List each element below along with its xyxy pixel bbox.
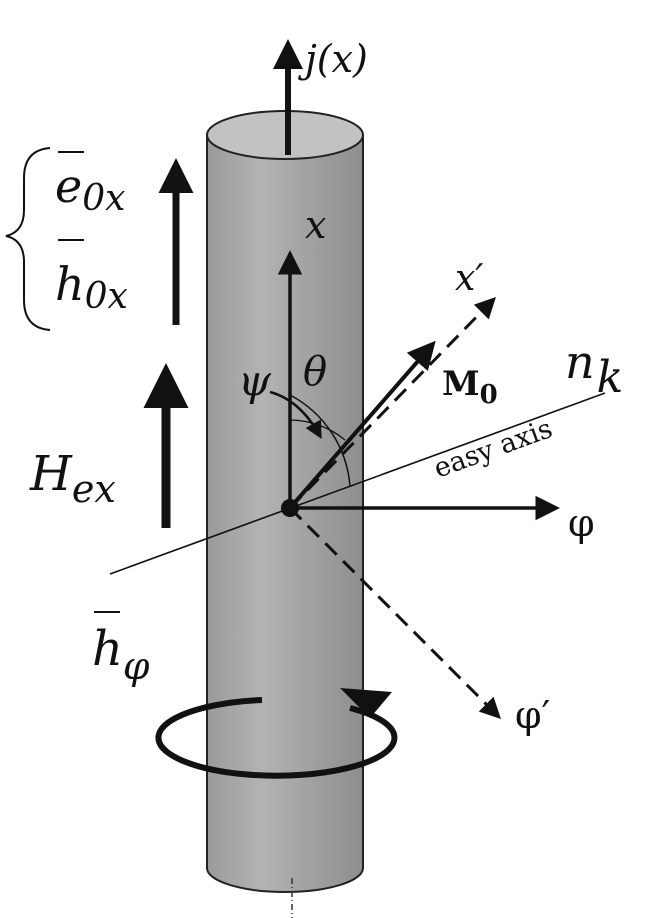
nk-label: nk — [565, 335, 623, 403]
e0x-label: e0x — [55, 159, 125, 219]
psi-pointer — [269, 390, 322, 440]
psi-label: ψ — [238, 356, 272, 405]
easy-axis-label: easy axis — [430, 413, 557, 484]
field-brace — [5, 147, 51, 331]
x-axis-label: x — [305, 203, 326, 247]
phi-prime-label: φ′ — [515, 693, 550, 737]
theta-angle-arc — [289, 394, 351, 487]
x-prime-label: x′ — [455, 258, 483, 299]
m0-arrow — [288, 340, 436, 510]
current-label: j(x) — [298, 37, 368, 81]
hex-label: Hex — [29, 446, 116, 511]
phi-label: φ — [568, 501, 595, 545]
circular-field-loop — [155, 688, 398, 779]
hphi-label: hφ — [92, 621, 150, 688]
theta-label: θ — [303, 349, 327, 395]
h0x-label: h0x — [55, 257, 128, 317]
easy-axis-line — [109, 392, 606, 575]
m0-label: M0 — [442, 364, 498, 410]
